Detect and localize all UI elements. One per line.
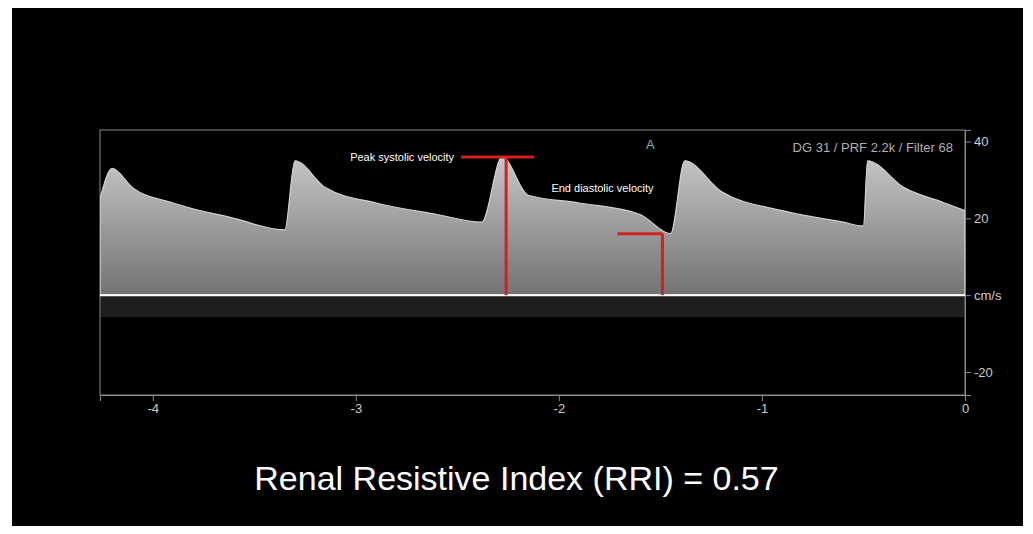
x-tick-mark [762, 395, 763, 401]
bracket [617, 234, 662, 295]
x-tick-mark [356, 395, 357, 401]
background [12, 8, 1023, 526]
label-patch [347, 149, 457, 165]
x-tick: -2 [554, 395, 566, 416]
y-tick: -20 [965, 365, 993, 380]
annotation-labels: Peak systolic velocity End diastolic velo… [347, 135, 658, 195]
x-tick-label: -1 [757, 401, 769, 416]
x-tick-label: -4 [148, 401, 160, 416]
y-axis: -20 cm/s 20 40 [965, 131, 1002, 396]
annotation: A [643, 135, 658, 154]
annotation-label: End diastolic velocity [551, 182, 654, 194]
waveform [100, 157, 965, 295]
y-tick-mark [965, 372, 971, 373]
x-axis-line [101, 396, 966, 402]
bracket-cap [617, 232, 662, 235]
y-tick: cm/s [965, 288, 1002, 303]
annotation: Peak systolic velocity [347, 149, 457, 165]
bracket-cap [461, 155, 534, 158]
annotation-label: A [646, 137, 655, 152]
baseline [100, 294, 965, 296]
y-tick-mark [965, 142, 971, 143]
x-tick-mark [559, 395, 560, 401]
y-tick-label: -20 [974, 365, 993, 380]
caption: Renal Resistive Index (RRI) = 0.57 [254, 459, 778, 497]
annotation: End diastolic velocity [548, 180, 657, 196]
chart: -4 -3 -2 -1 0 -20 cm/s 20 40 DG 31 / PRF 2.2k / F… [0, 0, 1033, 534]
bracket-line [505, 157, 508, 295]
header-text: DG 31 / PRF 2.2k / Filter 68 [793, 140, 953, 155]
annotation-label: Peak systolic velocity [350, 151, 454, 163]
x-tick: -3 [351, 395, 363, 416]
label-patch [548, 180, 657, 196]
label-patch [643, 135, 658, 154]
y-axis-line [966, 131, 972, 396]
y-tick: 20 [965, 211, 988, 226]
bracket [461, 157, 534, 295]
y-tick-label: 40 [974, 134, 988, 149]
noise-band [100, 295, 965, 317]
y-tick-label: 20 [974, 211, 988, 226]
x-tick-label: -2 [554, 401, 566, 416]
y-tick: 40 [965, 134, 988, 149]
x-tick-label: 0 [962, 401, 969, 416]
x-tick: -1 [757, 395, 769, 416]
x-axis: -4 -3 -2 -1 0 [101, 395, 970, 416]
y-tick-mark [965, 295, 971, 296]
x-tick: -4 [148, 395, 160, 416]
plot-frame [100, 130, 965, 395]
bracket-line [661, 234, 664, 295]
plot-area [100, 157, 965, 317]
x-tick-label: -3 [351, 401, 363, 416]
x-tick-mark [153, 395, 154, 401]
y-tick-label: cm/s [974, 288, 1002, 303]
x-tick: 0 [962, 395, 969, 416]
y-tick-mark [965, 218, 971, 219]
